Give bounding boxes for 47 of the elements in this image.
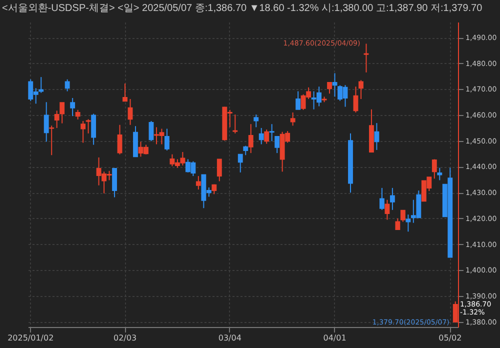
candlestick: [117, 124, 122, 155]
candlestick: [243, 145, 248, 156]
candlestick: [332, 72, 338, 98]
candlestick: [64, 78, 70, 92]
candlestick: [122, 83, 128, 102]
candlestick: [374, 122, 380, 150]
candlestick: [437, 167, 442, 181]
candlestick: [364, 43, 369, 73]
candlestick: [248, 124, 254, 154]
candlestick: [238, 154, 243, 173]
candlestick: [75, 109, 80, 120]
candlestick: [353, 86, 358, 113]
candlestick: [112, 168, 117, 198]
candlestick: [274, 136, 280, 154]
candlestick: [358, 80, 364, 100]
candlestick: [258, 127, 264, 145]
candlestick: [232, 114, 238, 134]
candlestick: [86, 118, 91, 134]
candlestick: [327, 82, 332, 94]
candlestick: [384, 199, 390, 220]
x-tick-label: 05/02: [438, 334, 462, 342]
candlestick: [70, 97, 76, 117]
candlestick: [406, 214, 411, 232]
candlestick: [216, 158, 222, 182]
candlestick: [128, 98, 133, 126]
x-tick-label: 02/03: [113, 334, 137, 342]
candlestick: [264, 129, 270, 144]
candlestick: [400, 210, 406, 222]
x-tick-label: 04/01: [323, 334, 346, 342]
candlestick: [432, 158, 437, 180]
x-tick-label: 03/04: [218, 334, 242, 342]
candlestick: [296, 90, 301, 110]
candlestick: [395, 218, 400, 230]
candlestick: [44, 102, 49, 142]
chart-title: <서울외환-USDSP-체결> <일> 2025/05/07 종:1,386.70 ▼18.60 -1.32% 시:1,380.00 고:1,387.90 저:1,379.70: [2, 3, 483, 14]
candlestick: [91, 113, 96, 146]
candlestick: [379, 187, 384, 210]
candlestick: [390, 187, 395, 210]
candlestick: [148, 120, 154, 142]
candlestick: [49, 125, 54, 156]
candlestick: [254, 114, 259, 128]
candlestick: [80, 120, 86, 144]
x-tick-label: 2025/01/02: [8, 334, 54, 342]
candlestick: [196, 176, 201, 190]
candlestick: [269, 124, 274, 142]
candlestick: [164, 128, 170, 151]
candlestick: [290, 112, 296, 126]
